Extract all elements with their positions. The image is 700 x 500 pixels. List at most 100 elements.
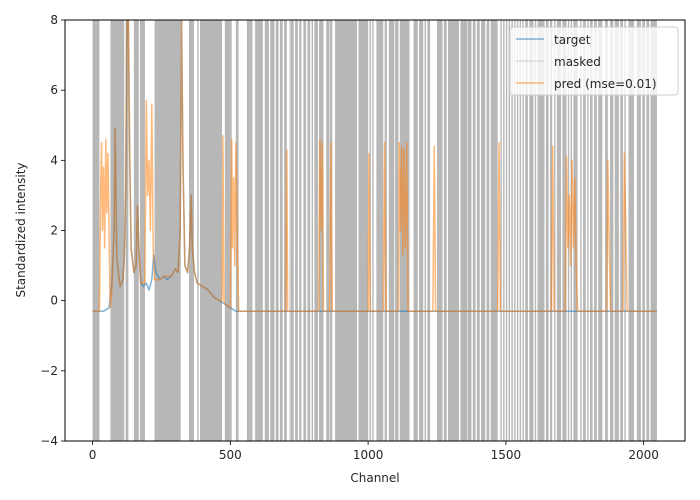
y-axis-ticks: −4 −2 0 2 4 6 8 xyxy=(40,13,65,448)
legend: target masked pred (mse=0.01) xyxy=(509,26,679,96)
masked-region-64 xyxy=(522,20,524,441)
masked-region-80 xyxy=(589,20,593,441)
masked-region-62 xyxy=(516,20,519,441)
masked-region-43 xyxy=(419,20,424,441)
masked-region-66 xyxy=(529,20,534,441)
masked-region-88 xyxy=(628,20,635,441)
masked-region-20 xyxy=(279,20,283,441)
masked-region-69 xyxy=(545,20,549,441)
masked-region-58 xyxy=(505,20,508,441)
masked-region-52 xyxy=(476,20,480,441)
masked-region-51 xyxy=(472,20,476,441)
masked-region-25 xyxy=(299,20,302,441)
masked-region-72 xyxy=(556,20,561,441)
masked-region-53 xyxy=(481,20,486,441)
masked-region-71 xyxy=(554,20,556,441)
legend-label-target: target xyxy=(554,33,591,47)
masked-region-34 xyxy=(358,20,369,441)
masked-region-48 xyxy=(448,20,460,441)
masked-region-29 xyxy=(314,20,318,441)
masked-region-36 xyxy=(372,20,374,441)
masked-region-67 xyxy=(534,20,537,441)
masked-region-27 xyxy=(307,20,311,441)
masked-region-89 xyxy=(636,20,641,441)
masked-region-0 xyxy=(92,20,100,441)
masked-region-8 xyxy=(200,20,223,441)
masked-region-90 xyxy=(642,20,646,441)
masked-region-68 xyxy=(537,20,545,441)
masked-region-78 xyxy=(583,20,586,441)
masked-region-70 xyxy=(549,20,553,441)
masked-region-23 xyxy=(290,20,294,441)
x-tick-label-1: 500 xyxy=(219,448,242,462)
series-lines xyxy=(92,20,657,312)
x-tick-label-4: 2000 xyxy=(628,448,659,462)
masked-region-1 xyxy=(110,20,125,441)
masked-region-24 xyxy=(295,20,298,441)
masked-region-4 xyxy=(139,20,145,441)
masked-region-22 xyxy=(289,20,291,441)
y-tick-label-2: 0 xyxy=(50,294,58,308)
masked-region-82 xyxy=(598,20,603,441)
masked-region-81 xyxy=(594,20,597,441)
y-tick-label-6: 8 xyxy=(50,13,58,27)
x-axis-ticks: 0 500 1000 1500 2000 xyxy=(89,441,659,462)
masked-region-55 xyxy=(490,20,498,441)
legend-label-masked: masked xyxy=(554,55,601,69)
masked-region-61 xyxy=(514,20,516,441)
masked-region-19 xyxy=(275,20,279,441)
masked-region-15 xyxy=(257,20,261,441)
y-tick-label-4: 4 xyxy=(50,153,58,167)
y-tick-label-1: −2 xyxy=(40,364,58,378)
masked-region-7 xyxy=(197,20,199,441)
masked-region-28 xyxy=(311,20,313,441)
masked-region-85 xyxy=(614,20,619,441)
masked-region-84 xyxy=(610,20,614,441)
masked-region-79 xyxy=(587,20,589,441)
masked-region-65 xyxy=(525,20,528,441)
masked-region-50 xyxy=(467,20,472,441)
masked-region-39 xyxy=(388,20,395,441)
masked-region-37 xyxy=(376,20,384,441)
masked-region-57 xyxy=(503,20,505,441)
masked-region-77 xyxy=(580,20,582,441)
masked-region-17 xyxy=(264,20,269,441)
masked-region-54 xyxy=(486,20,490,441)
masked-region-91 xyxy=(646,20,650,441)
x-tick-label-2: 1000 xyxy=(353,448,384,462)
masked-region-60 xyxy=(511,20,513,441)
masked-region-18 xyxy=(270,20,275,441)
masked-region-40 xyxy=(395,20,399,441)
masked-region-86 xyxy=(620,20,623,441)
x-tick-label-3: 1500 xyxy=(491,448,522,462)
masked-region-63 xyxy=(519,20,522,441)
masked-region-33 xyxy=(335,20,358,441)
y-tick-label-0: −4 xyxy=(40,434,58,448)
legend-label-pred: pred (mse=0.01) xyxy=(554,77,657,91)
masked-region-45 xyxy=(427,20,431,441)
y-tick-label-3: 2 xyxy=(50,224,58,238)
masked-region-9 xyxy=(224,20,231,441)
series-line-pred xyxy=(92,20,657,312)
masked-region-92 xyxy=(650,20,657,441)
y-axis-label: Standardized intensity xyxy=(14,162,28,297)
masked-region-2 xyxy=(125,20,129,441)
masked-region-26 xyxy=(303,20,307,441)
masked-region-56 xyxy=(500,20,502,441)
x-axis-label: Channel xyxy=(350,471,399,485)
masked-region-14 xyxy=(255,20,258,441)
masked-region-16 xyxy=(260,20,263,441)
masked-region-49 xyxy=(460,20,468,441)
masked-region-59 xyxy=(508,20,511,441)
masked-region-5 xyxy=(154,20,181,441)
x-tick-label-0: 0 xyxy=(89,448,97,462)
masked-region-42 xyxy=(413,20,418,441)
masked-region-46 xyxy=(437,20,443,441)
masked-region-12 xyxy=(246,20,250,441)
masked-region-47 xyxy=(443,20,447,441)
masked-region-73 xyxy=(562,20,567,441)
masked-region-44 xyxy=(424,20,426,441)
legend-box xyxy=(509,26,679,96)
masked-region-31 xyxy=(326,20,330,441)
